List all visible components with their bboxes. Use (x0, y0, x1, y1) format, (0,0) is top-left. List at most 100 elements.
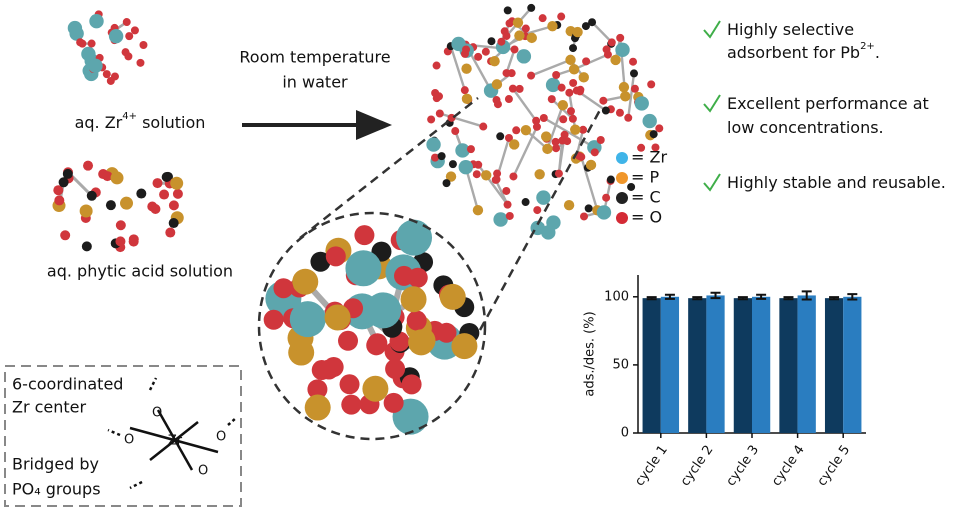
atom (554, 169, 563, 178)
bar (843, 296, 862, 433)
y-tick-label: 100 (604, 289, 629, 304)
atom (81, 241, 92, 252)
atom (565, 54, 576, 66)
atom (552, 144, 561, 153)
atom (634, 96, 649, 111)
bar (660, 296, 680, 433)
atom (383, 392, 404, 413)
atom (292, 268, 319, 295)
atom (580, 212, 589, 221)
atom (54, 195, 65, 206)
atom (607, 38, 616, 47)
zoom-circle (257, 211, 487, 441)
atom (572, 26, 583, 38)
x-tick-label: cycle 3 (723, 443, 762, 489)
atom (87, 39, 96, 48)
atom (81, 46, 96, 62)
bar (688, 298, 707, 433)
atom (505, 211, 514, 220)
atom-label: O (124, 433, 134, 448)
error-bar (801, 290, 812, 301)
atom (461, 93, 473, 105)
atom (570, 124, 581, 135)
atom (115, 236, 126, 247)
atom (534, 169, 545, 180)
atom (509, 139, 520, 150)
atom (125, 32, 134, 41)
x-tick-label: cycle 4 (769, 443, 808, 489)
legend-label: = O (631, 208, 662, 227)
atom (497, 37, 506, 46)
bullet-text: adsorbent for Pb2+. (727, 41, 880, 62)
atom (565, 88, 574, 97)
atom (401, 374, 422, 395)
atom (341, 394, 362, 415)
bond (439, 112, 484, 128)
atom (165, 227, 176, 238)
atom (460, 49, 469, 58)
box-text: PO₄ groups (12, 480, 101, 499)
atom (542, 143, 553, 155)
legend-swatch (616, 152, 628, 164)
atom (432, 61, 441, 70)
atom (460, 86, 469, 95)
atom (512, 126, 521, 135)
atom-label: Zr (168, 434, 183, 449)
atom (521, 198, 530, 207)
atom (86, 190, 97, 201)
atom (445, 171, 457, 182)
superscript: 4+ (122, 111, 137, 122)
atom (503, 6, 512, 15)
atom (466, 145, 475, 154)
atom (472, 170, 481, 179)
atom (150, 204, 161, 215)
atom (69, 26, 84, 41)
atom (526, 32, 537, 44)
atom (568, 114, 577, 123)
atom (630, 84, 639, 93)
bond (477, 164, 509, 206)
atom (493, 169, 502, 178)
atom (527, 3, 536, 12)
atom (79, 204, 93, 218)
atom (385, 358, 406, 379)
atom (58, 177, 69, 188)
atom (479, 122, 488, 131)
atom (345, 250, 382, 287)
atom-label: O (216, 430, 226, 445)
bond (591, 21, 613, 44)
atom (566, 107, 575, 116)
atom (532, 116, 541, 125)
bond (511, 87, 538, 122)
error-bar (737, 296, 748, 301)
atom (442, 179, 451, 188)
bond (546, 104, 564, 150)
atom (102, 70, 111, 79)
box-text: Bridged by (12, 455, 99, 474)
phytic-label: aq. phytic acid solution (47, 262, 233, 281)
bullet-text: Highly selective (727, 20, 854, 39)
atom (170, 176, 184, 190)
x-tick-label: cycle 1 (632, 443, 671, 489)
atom (532, 122, 541, 131)
x-tick-label: cycle 2 (678, 443, 717, 489)
atom (577, 152, 586, 161)
atom (491, 79, 503, 90)
atom (366, 335, 387, 356)
bond (530, 58, 571, 77)
atom (503, 200, 512, 209)
atom (339, 374, 360, 395)
atom (318, 359, 339, 380)
bond (580, 156, 599, 211)
atom (615, 42, 630, 58)
label-part: solution (137, 113, 205, 132)
bar (779, 298, 798, 433)
atom (431, 153, 440, 162)
atom (161, 172, 172, 183)
atom (172, 188, 183, 199)
atom (547, 95, 556, 104)
atom (541, 225, 556, 240)
atom (560, 130, 569, 139)
atom (579, 125, 588, 134)
